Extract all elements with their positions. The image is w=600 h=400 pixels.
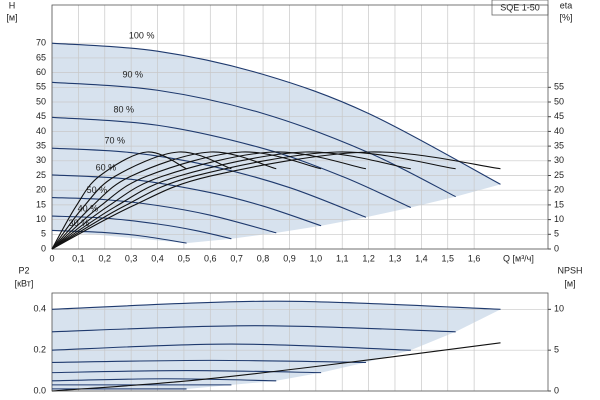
primary-curve: [51, 229, 187, 244]
primary-curve: [51, 215, 232, 240]
y-axis-unit: [м]: [6, 12, 17, 22]
curve-label: 70 %: [105, 136, 126, 146]
y-tick-label: 10: [36, 214, 46, 224]
y2-tick-label: 30: [554, 155, 564, 165]
y2-tick-label: 20: [554, 185, 564, 195]
x-axis-label: Q [м³/ч]: [503, 253, 534, 263]
primary-curve: [51, 378, 277, 382]
primary-curve: [51, 81, 456, 198]
x-tick-label: 0,4: [151, 253, 164, 263]
plot-frame: [51, 292, 549, 392]
y-tick-label: 60: [36, 67, 46, 77]
y-axis-label: H: [9, 0, 16, 10]
y-tick-label: 30: [36, 155, 46, 165]
secondary-curve: [51, 151, 456, 250]
y-tick-label: 70: [36, 38, 46, 48]
curve-label: 40 %: [78, 203, 99, 213]
curve-label: 60 %: [96, 162, 117, 172]
y2-tick-label: 25: [554, 170, 564, 180]
y2-axis-label: NPSH: [557, 265, 582, 275]
y-axis-unit: [кВт]: [15, 278, 34, 288]
y2-tick-label: 15: [554, 199, 564, 209]
operating-region: [52, 43, 501, 244]
x-tick-label: 1,3: [389, 253, 402, 263]
y2-tick-label: 35: [554, 140, 564, 150]
curve-label: 90 %: [122, 70, 143, 80]
y-tick-label: 45: [36, 111, 46, 121]
secondary-curve: [51, 151, 277, 250]
y-tick-label: 0.2: [33, 345, 46, 355]
y-tick-label: 50: [36, 96, 46, 106]
primary-curve: [51, 42, 501, 185]
secondary-curve: [51, 151, 322, 250]
primary-curve: [51, 147, 367, 218]
secondary-curve: [51, 151, 367, 250]
x-tick-label: 0,5: [178, 253, 191, 263]
y2-tick-label: 55: [554, 82, 564, 92]
x-tick-label: 1,5: [441, 253, 454, 263]
x-tick-label: 1,6: [468, 253, 481, 263]
primary-curve: [51, 343, 411, 351]
x-tick-label: 1,2: [362, 253, 375, 263]
x-tick-label: 1,4: [415, 253, 428, 263]
curve-label: 50 %: [87, 185, 108, 195]
x-tick-label: 1,1: [336, 253, 349, 263]
secondary-curve: [51, 151, 187, 250]
y2-tick-label: 40: [554, 126, 564, 136]
secondary-curve: [51, 151, 501, 250]
y2-axis-label: eta: [560, 0, 573, 10]
x-tick-label: 0,1: [72, 253, 85, 263]
y2-tick-label: 0: [554, 385, 559, 395]
primary-curve: [51, 370, 322, 374]
x-tick-label: 0: [49, 253, 54, 263]
y-tick-label: 0: [41, 243, 46, 253]
x-tick-label: 0,9: [283, 253, 296, 263]
y-tick-label: 15: [36, 199, 46, 209]
y2-tick-label: 0: [554, 243, 559, 253]
y-tick-label: 35: [36, 140, 46, 150]
y2-axis-unit: [м]: [564, 278, 575, 288]
y2-tick-label: 10: [554, 214, 564, 224]
x-tick-label: 0,3: [125, 253, 138, 263]
primary-curve: [51, 116, 412, 209]
y-tick-label: 20: [36, 185, 46, 195]
y2-tick-label: 45: [554, 111, 564, 121]
curve-label: 80 %: [114, 105, 135, 115]
y-tick-label: 0.4: [33, 304, 46, 314]
plot-frame: [51, 4, 549, 250]
primary-curve: [51, 359, 366, 363]
x-tick-label: 1,0: [310, 253, 323, 263]
x-tick-label: 0,7: [230, 253, 243, 263]
y2-tick-label: 50: [554, 96, 564, 106]
y2-tick-label: 5: [554, 345, 559, 355]
x-tick-label: 0,6: [204, 253, 217, 263]
x-tick-label: 0,8: [257, 253, 270, 263]
secondary-curve: [51, 342, 501, 392]
primary-curve: [51, 197, 277, 234]
y-tick-label: 55: [36, 82, 46, 92]
primary-curve: [51, 325, 456, 333]
secondary-curve: [51, 151, 411, 250]
y-tick-label: 5: [41, 229, 46, 239]
y-tick-label: 0.0: [33, 385, 46, 395]
primary-curve: [51, 300, 501, 310]
secondary-curve: [51, 151, 232, 250]
y2-tick-label: 10: [554, 304, 564, 314]
y-tick-label: 40: [36, 126, 46, 136]
y-axis-label: P2: [18, 265, 29, 275]
curve-label: 30 %: [69, 218, 90, 228]
y2-axis-unit: [%]: [559, 12, 572, 22]
primary-curve: [51, 174, 322, 227]
chart-title: SQE 1-50: [500, 2, 540, 12]
y2-tick-label: 5: [554, 229, 559, 239]
curve-label: 100 %: [129, 31, 155, 41]
x-tick-label: 0,2: [99, 253, 112, 263]
y-tick-label: 25: [36, 170, 46, 180]
y-tick-label: 65: [36, 52, 46, 62]
